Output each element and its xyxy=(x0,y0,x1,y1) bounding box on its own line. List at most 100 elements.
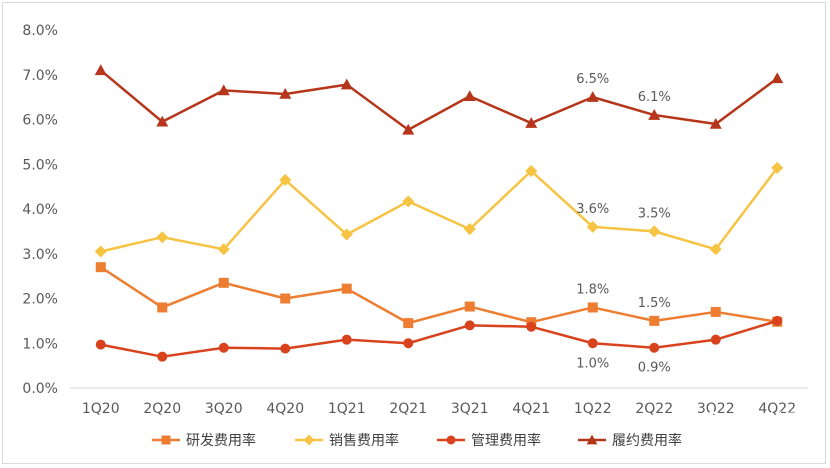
x-tick-label: 4Q22 xyxy=(758,401,796,417)
watermark: 老虎社区 @Partrick xyxy=(703,409,805,456)
data-point-triangle xyxy=(648,109,661,120)
data-point-circle xyxy=(587,338,598,349)
series-1 xyxy=(95,262,783,329)
legend-item: 履约费用率 xyxy=(578,432,682,449)
tiger-paw-icon xyxy=(703,409,721,431)
data-point-triangle xyxy=(279,87,292,99)
x-tick-label: 2Q20 xyxy=(143,401,181,417)
data-point-square xyxy=(280,293,291,304)
series-layer xyxy=(94,64,784,362)
data-point-square xyxy=(649,315,660,326)
data-point-triangle xyxy=(463,90,476,102)
data-point-triangle xyxy=(217,84,230,96)
watermark-text: 老虎社区 xyxy=(732,411,804,432)
data-point-circle xyxy=(464,320,475,331)
data-label-layer: 1.8% 1.5% 3.6% 3.5% 1.0% 0.9% 6.5% 6.1% xyxy=(576,72,671,376)
legend-item: 管理费用率 xyxy=(437,432,541,449)
data-point-square xyxy=(157,302,168,313)
x-tick-label: 2Q21 xyxy=(389,401,427,417)
data-point-circle xyxy=(403,338,414,349)
data-point-diamond xyxy=(771,161,784,174)
legend-label: 管理费用率 xyxy=(471,432,541,449)
data-label: 1.8% xyxy=(576,282,609,297)
legend: 研发费用率 销售费用率 管理费用率 履约费用率 xyxy=(152,432,682,449)
data-point-triangle xyxy=(586,434,598,445)
data-point-diamond xyxy=(525,164,538,177)
series-3 xyxy=(95,315,783,362)
y-tick-label: 3.0% xyxy=(22,247,58,263)
data-point-diamond xyxy=(279,173,292,186)
x-tick-label: 3Q20 xyxy=(205,401,243,417)
y-tick-label: 8.0% xyxy=(22,23,58,39)
data-point-circle xyxy=(157,351,168,362)
watermark-handle: @Partrick xyxy=(752,443,805,456)
data-point-circle xyxy=(772,315,783,326)
x-tick-label: 3Q22 xyxy=(697,401,735,417)
data-point-square xyxy=(341,283,352,294)
data-point-circle xyxy=(218,342,229,353)
data-point-diamond xyxy=(463,223,476,236)
axis-layer: 0.0% 1.0% 2.0% 3.0% 4.0% 5.0% 6.0% 7.0% 8.0% 1Q20… xyxy=(22,23,808,417)
legend-label: 销售费用率 xyxy=(329,432,399,449)
x-tick-label: 2Q22 xyxy=(635,401,673,417)
y-tick-label: 5.0% xyxy=(22,157,58,173)
data-point-triangle xyxy=(156,115,169,127)
data-point-triangle xyxy=(340,78,353,90)
series-line xyxy=(99,69,778,132)
data-point-diamond xyxy=(217,243,230,256)
data-point-diamond xyxy=(340,228,353,241)
data-point-triangle xyxy=(402,123,415,135)
y-tick-label: 2.0% xyxy=(22,292,58,308)
legend-label: 履约费用率 xyxy=(612,432,682,449)
data-point-triangle xyxy=(586,91,599,102)
data-point-square xyxy=(464,301,475,312)
data-label: 1.5% xyxy=(638,296,671,311)
data-label: 6.1% xyxy=(638,90,671,105)
data-point-diamond xyxy=(303,434,315,446)
data-point-diamond xyxy=(402,195,415,208)
legend-item: 研发费用率 xyxy=(152,432,256,449)
data-point-diamond xyxy=(586,220,599,233)
series-line xyxy=(100,167,779,253)
y-tick-label: 0.0% xyxy=(22,381,58,397)
x-tick-label: 1Q21 xyxy=(328,401,366,417)
data-point-square xyxy=(710,306,721,317)
y-tick-label: 1.0% xyxy=(22,336,58,352)
data-point-circle xyxy=(446,435,456,445)
data-point-diamond xyxy=(94,245,107,258)
data-point-triangle xyxy=(525,117,538,128)
series-2 xyxy=(94,161,784,258)
data-point-square xyxy=(95,262,106,273)
data-point-circle xyxy=(710,334,721,345)
data-point-square xyxy=(161,435,171,445)
data-label: 6.5% xyxy=(576,72,609,87)
data-point-diamond xyxy=(648,225,661,238)
x-tick-label: 4Q20 xyxy=(266,401,304,417)
data-label: 3.5% xyxy=(638,206,671,221)
data-point-circle xyxy=(341,334,352,345)
y-tick-label: 7.0% xyxy=(22,68,58,84)
x-tick-label: 3Q21 xyxy=(451,401,489,417)
series-4 xyxy=(94,64,784,135)
x-tick-label: 1Q20 xyxy=(82,401,120,417)
data-label: 3.6% xyxy=(576,202,609,217)
data-point-triangle xyxy=(94,64,107,76)
data-point-diamond xyxy=(709,243,722,256)
x-tick-label: 4Q21 xyxy=(512,401,550,417)
data-point-square xyxy=(218,277,229,288)
legend-item: 销售费用率 xyxy=(295,432,399,449)
series-line xyxy=(100,266,778,325)
x-tick-label: 1Q22 xyxy=(574,401,612,417)
data-point-circle xyxy=(649,342,660,353)
y-tick-label: 4.0% xyxy=(22,202,58,218)
data-label: 1.0% xyxy=(576,356,609,371)
data-point-square xyxy=(587,302,598,313)
data-label: 0.9% xyxy=(638,361,671,376)
data-point-circle xyxy=(526,321,537,332)
data-point-triangle xyxy=(771,72,784,84)
data-point-triangle xyxy=(709,117,722,129)
data-point-circle xyxy=(280,343,291,354)
legend-label: 研发费用率 xyxy=(186,432,256,449)
